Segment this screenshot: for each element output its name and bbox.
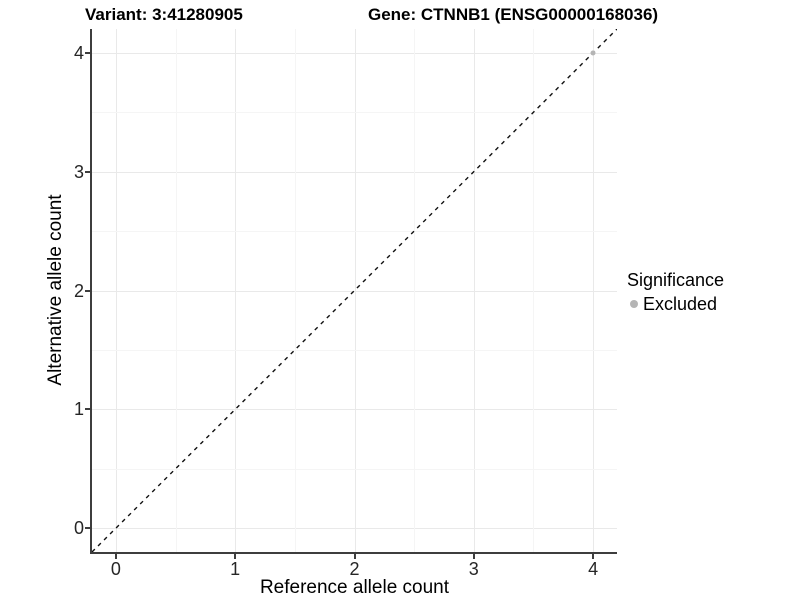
x-axis-line [90, 552, 617, 554]
y-tick-mark [85, 408, 90, 411]
y-tick-mark [85, 527, 90, 530]
x-tick-mark [592, 554, 595, 559]
x-tick-label: 1 [230, 559, 241, 579]
x-tick-mark [114, 554, 117, 559]
y-tick-label: 3 [73, 161, 84, 182]
major-gridline [473, 29, 475, 552]
minor-gridline [92, 468, 617, 470]
x-tick-label: 2 [349, 559, 360, 579]
y-axis-title: Alternative allele count [45, 194, 66, 386]
minor-gridline [414, 29, 416, 552]
y-tick-mark [85, 51, 90, 54]
y-tick-label: 2 [73, 280, 84, 301]
y-tick-mark [85, 289, 90, 292]
major-gridline [593, 29, 595, 552]
minor-gridline [175, 29, 177, 552]
y-axis-line [90, 29, 92, 554]
identity-dashed-line [92, 29, 617, 552]
legend: Significance Excluded [627, 269, 724, 315]
minor-gridline [294, 29, 296, 552]
y-tick-label: 1 [73, 399, 84, 420]
x-tick-mark [353, 554, 356, 559]
plot-panel [92, 29, 617, 552]
excluded-point-icon [630, 300, 638, 308]
minor-gridline [533, 29, 535, 552]
x-tick-label: 3 [468, 559, 479, 579]
data-point-excluded [590, 50, 596, 56]
x-axis-title: Reference allele count [259, 577, 450, 598]
major-gridline [354, 29, 356, 552]
minor-gridline [92, 231, 617, 233]
minor-gridline [92, 349, 617, 351]
y-tick-mark [85, 170, 90, 173]
plot-title-variant: Variant: 3:41280905 [85, 5, 243, 24]
legend-title: Significance [627, 270, 725, 290]
plot-title-gene: Gene: CTNNB1 (ENSG00000168036) [368, 5, 659, 24]
x-tick-label: 4 [588, 559, 599, 579]
major-gridline [115, 29, 117, 552]
major-gridline [235, 29, 237, 552]
minor-gridline [92, 112, 617, 114]
x-tick-mark [234, 554, 237, 559]
x-tick-mark [472, 554, 475, 559]
legend-entry-excluded: Excluded [627, 293, 724, 315]
x-tick-label: 0 [110, 559, 121, 579]
legend-entry-label: Excluded [643, 294, 718, 314]
y-tick-label: 0 [73, 518, 84, 539]
y-tick-label: 4 [73, 42, 84, 63]
